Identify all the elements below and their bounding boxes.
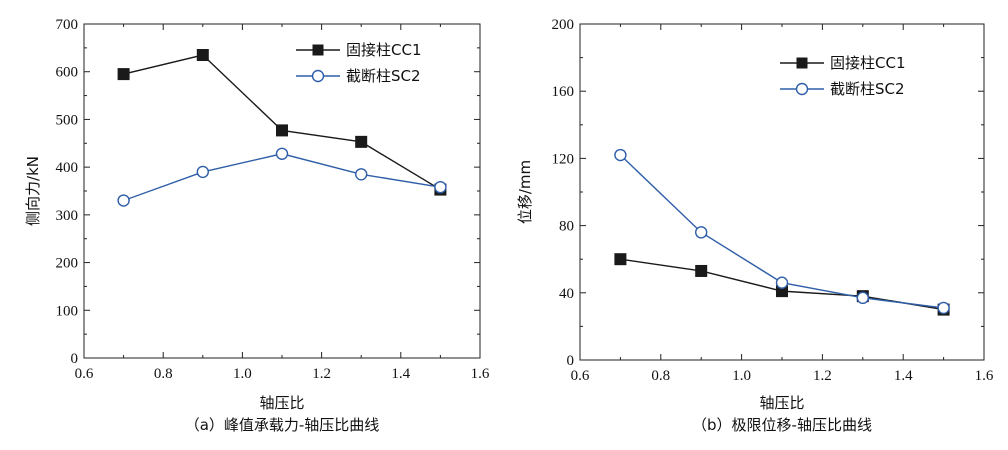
legend-label: 固接柱CC1	[346, 41, 422, 59]
data-point-circle	[614, 148, 627, 162]
data-point-circle	[937, 301, 950, 315]
legend-label: 截断柱SC2	[830, 80, 905, 98]
x-tick-label: 1.2	[312, 366, 331, 382]
legend-marker-circle	[311, 69, 325, 83]
chart-panel-2: 0.6 0.8 1.0 1.2 1.4 1.6 0 40 80 120 160 200 轴压比 位移/mm…	[516, 17, 994, 434]
y-tick-label: 600	[56, 65, 79, 81]
data-point-square	[695, 264, 708, 277]
y-tick-label: 160	[552, 84, 575, 100]
data-point-circle	[355, 168, 368, 181]
y-tick-label: 300	[56, 208, 79, 224]
chart-caption: （b）极限位移-轴压比曲线	[692, 416, 872, 434]
x-tick-label: 0.8	[154, 366, 173, 382]
x-axis-title: 轴压比	[759, 394, 804, 412]
data-point-circle	[117, 194, 130, 207]
plot-frame	[579, 23, 985, 361]
chart-panel-1: 0.6 0.8 1.0 1.2 1.4 1.6 0 100 200 300 400 500 600 700…	[24, 17, 490, 434]
x-tick-label: 1.4	[391, 366, 410, 382]
data-point-circle	[434, 180, 447, 194]
x-tick-label: 1.0	[233, 366, 252, 382]
data-point-circle	[856, 291, 869, 305]
y-tick-label: 80	[559, 219, 574, 235]
y-axis-title: 侧向力/kN	[24, 156, 42, 226]
data-point-square	[196, 49, 209, 62]
chart-caption: （a）峰值承载力-轴压比曲线	[185, 416, 380, 434]
x-tick-label: 1.6	[471, 366, 490, 382]
y-tick-label: 120	[552, 151, 575, 167]
y-axis-title: 位移/mm	[516, 160, 534, 224]
plot-frame	[83, 23, 481, 359]
x-tick-label: 1.4	[894, 368, 913, 384]
y-tick-label: 700	[56, 17, 79, 33]
y-tick-label: 0	[567, 353, 575, 369]
legend-marker-circle	[795, 82, 809, 96]
y-tick-label: 200	[56, 256, 79, 272]
data-point-square	[355, 135, 368, 148]
y-tick-label: 100	[56, 303, 79, 319]
data-point-square	[276, 124, 288, 137]
x-tick-label: 1.2	[813, 368, 832, 384]
x-tick-label: 1.0	[732, 368, 751, 384]
legend-marker-square	[312, 44, 324, 56]
legend-marker-square	[796, 57, 808, 69]
legend-label: 截断柱SC2	[346, 67, 421, 85]
x-tick-label: 0.6	[75, 366, 94, 382]
y-tick-label: 0	[71, 351, 79, 367]
x-axis-title: 轴压比	[259, 394, 304, 412]
x-tick-label: 1.6	[975, 368, 994, 384]
y-tick-label: 200	[552, 17, 575, 33]
x-tick-label: 0.8	[651, 368, 670, 384]
legend-label: 固接柱CC1	[830, 54, 906, 72]
data-point-circle	[196, 165, 210, 179]
data-point-circle	[695, 226, 708, 239]
data-point-circle	[775, 276, 789, 289]
data-point-square	[614, 253, 627, 266]
data-point-circle	[275, 147, 289, 160]
y-tick-label: 400	[56, 160, 79, 176]
y-tick-label: 40	[559, 286, 574, 302]
y-tick-label: 500	[56, 112, 79, 128]
x-tick-label: 0.6	[571, 368, 590, 384]
data-point-square	[117, 68, 130, 81]
